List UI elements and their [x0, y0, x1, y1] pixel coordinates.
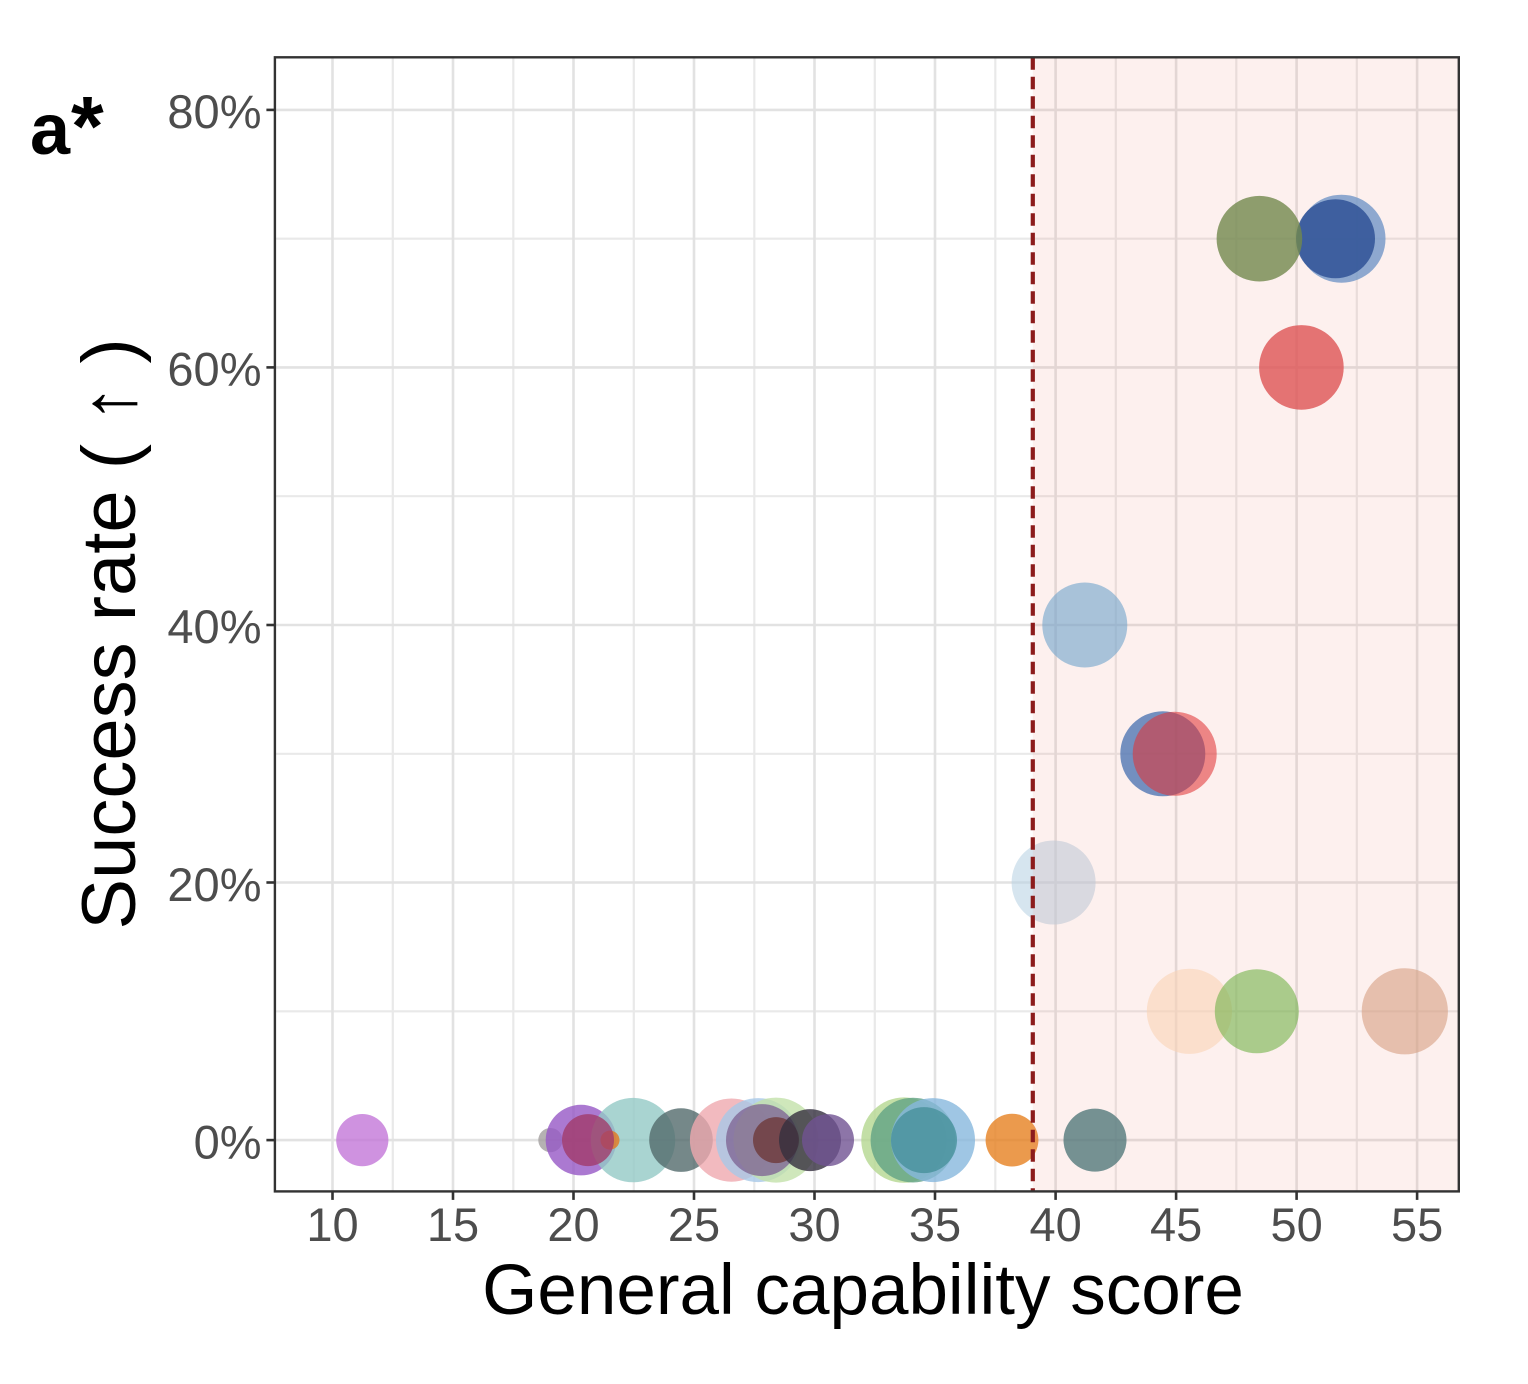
svg-text:80%: 80% — [167, 85, 261, 138]
svg-text:50: 50 — [1270, 1198, 1322, 1251]
svg-text:*: * — [71, 79, 104, 173]
svg-text:20%: 20% — [167, 858, 261, 911]
svg-text:35: 35 — [909, 1198, 961, 1251]
svg-text:a: a — [30, 90, 71, 170]
svg-text:10: 10 — [306, 1198, 358, 1251]
svg-text:25: 25 — [668, 1198, 720, 1251]
svg-text:General capability score: General capability score — [482, 1251, 1244, 1330]
svg-text:40: 40 — [1029, 1198, 1081, 1251]
svg-text:60%: 60% — [167, 343, 261, 396]
svg-text:40%: 40% — [167, 600, 261, 653]
svg-text:Success rate ( ↑ ): Success rate ( ↑ ) — [67, 338, 152, 929]
svg-text:55: 55 — [1391, 1198, 1443, 1251]
svg-text:15: 15 — [427, 1198, 479, 1251]
svg-text:0%: 0% — [194, 1115, 262, 1168]
svg-text:45: 45 — [1150, 1198, 1202, 1251]
svg-text:30: 30 — [788, 1198, 840, 1251]
svg-text:20: 20 — [547, 1198, 599, 1251]
